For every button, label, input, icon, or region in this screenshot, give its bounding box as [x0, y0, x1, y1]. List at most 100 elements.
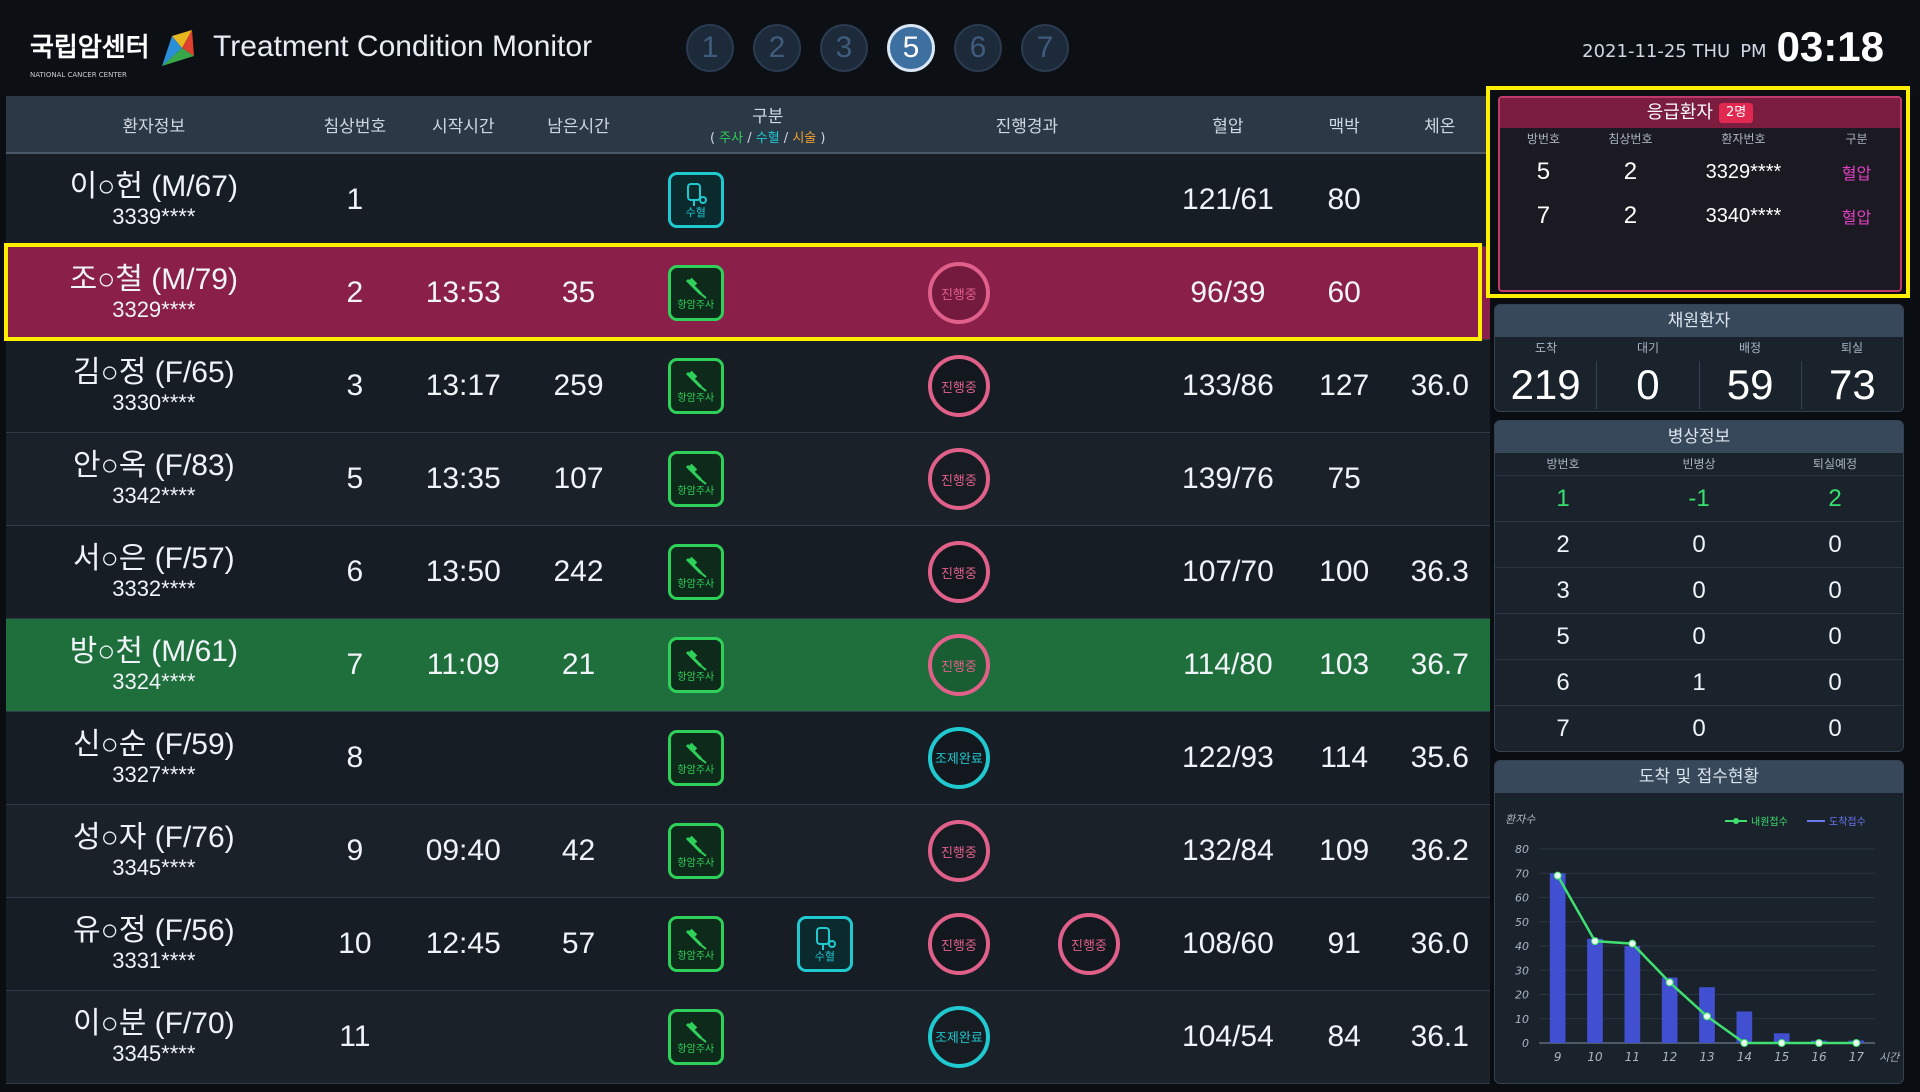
table-row[interactable]: 신○순 (F/59) 3327**** 8 항암주사 조제 완료 122/93 114 35.6 — [6, 712, 1490, 805]
type-cell-1: 수혈 — [639, 172, 753, 228]
page-button-3[interactable]: 3 — [820, 24, 868, 72]
blood-pressure: 132/84 — [1182, 834, 1274, 867]
progress-cell-1: 진행중 — [897, 820, 1021, 882]
table-row[interactable]: 안○옥 (F/83) 3342**** 5 13:35 107 항암주사 진행중 139/76… — [6, 433, 1490, 526]
table-row[interactable]: 이○헌 (M/67) 3339**** 1 수혈 121/61 80 — [6, 154, 1490, 247]
in-progress-badge[interactable]: 진행중 — [927, 913, 990, 975]
syringe-icon[interactable]: 항암주사 — [667, 730, 724, 786]
blood-pressure: 96/39 — [1190, 276, 1266, 309]
y-tick-label: 20 — [1515, 989, 1529, 1002]
progress-cell-2: 진행중 — [1021, 913, 1157, 975]
syringe-icon[interactable]: 항암주사 — [667, 637, 724, 693]
syringe-icon[interactable]: 항암주사 — [667, 1009, 724, 1065]
blood-pressure: 108/60 — [1182, 927, 1274, 960]
in-progress-badge[interactable]: 진행중 — [927, 448, 990, 510]
type-cell-1: 항암주사 — [639, 916, 753, 972]
assigned-count: 59 — [1698, 361, 1801, 409]
line-point — [1591, 937, 1599, 946]
emergency-row[interactable]: 7 2 3340**** 혈압 — [1536, 202, 1872, 229]
blood-pressure: 122/93 — [1182, 741, 1274, 774]
page-button-5[interactable]: 5 — [887, 24, 935, 72]
table-row[interactable]: 조○철 (M/79) 3329**** 2 13:53 35 항암주사 진행중 96/39 60 — [6, 247, 1490, 340]
syringe-icon[interactable]: 항암주사 — [667, 544, 724, 600]
syringe-icon[interactable]: 항암주사 — [667, 358, 724, 414]
y-tick-label: 80 — [1515, 843, 1529, 856]
table-row[interactable]: 이○분 (F/70) 3345**** 11 항암주사 조제 완료 104/54 84 36.1 — [6, 991, 1490, 1084]
bed-cell: 1 — [1692, 668, 1706, 696]
col-bp: 혈압 — [1212, 116, 1244, 137]
page-button-1[interactable]: 1 — [686, 24, 734, 72]
app-title: Treatment Condition Monitor — [213, 30, 593, 63]
prep-done-badge[interactable]: 조제 완료 — [927, 727, 990, 789]
table-row[interactable]: 유○정 (F/56) 3331**** 10 12:45 57 항암주사 수혈 진행중 진행중 1… — [6, 898, 1490, 991]
patient-id: 3339**** — [112, 204, 196, 229]
start-time: 11:09 — [426, 648, 500, 681]
syringe-icon[interactable]: 항암주사 — [667, 265, 724, 321]
bar — [1624, 946, 1641, 1043]
bed-row: 1 -1 2 — [1495, 475, 1903, 521]
remaining-time: 107 — [553, 462, 604, 495]
emergency-panel: 응급환자 2명 방번호 침상번호 환자번호 구분 5 2 3329**** 혈압 7 2 3340… — [1498, 96, 1902, 292]
logo-subtitle: NATIONAL CANCER CENTER — [30, 71, 127, 79]
bed-cell: 5 — [1556, 622, 1570, 650]
page-button-7[interactable]: 7 — [1021, 24, 1069, 72]
x-tick-label: 17 — [1849, 1050, 1865, 1064]
page-button-6[interactable]: 6 — [954, 24, 1002, 72]
bed-info-cols: 방번호 빈병상 퇴실예정 — [1546, 457, 1858, 471]
bed-info-panel: 병상정보 방번호 빈병상 퇴실예정 1 -1 2 2 0 0 3 0 0 5 0 0 6 1 0 7 0 0 — [1494, 420, 1904, 752]
col-type-legend: ( 주사 / 수혈 / 시술 ) — [709, 131, 826, 146]
patient-name: 신○순 (F/59) — [72, 728, 235, 761]
x-tick-label: 12 — [1662, 1050, 1677, 1064]
temperature: 36.0 — [1410, 927, 1469, 960]
page-button-2[interactable]: 2 — [753, 24, 801, 72]
emergency-row[interactable]: 5 2 3329**** 혈압 — [1536, 158, 1872, 185]
in-progress-badge[interactable]: 진행중 — [927, 820, 990, 882]
y-tick-label: 70 — [1515, 867, 1529, 880]
progress-cell-1: 진행중 — [897, 448, 1021, 510]
x-tick-label: 16 — [1811, 1050, 1827, 1064]
temperature: 35.6 — [1410, 741, 1469, 774]
table-row[interactable]: 서○은 (F/57) 3332**** 6 13:50 242 항암주사 진행중 107/70… — [6, 526, 1490, 619]
col-start: 시작시간 — [431, 116, 495, 137]
syringe-icon[interactable]: 항암주사 — [667, 451, 724, 507]
bed-cell: 0 — [1692, 714, 1706, 742]
table-row[interactable]: 성○자 (F/76) 3345**** 9 09:40 42 항암주사 진행중 132/84 1… — [6, 805, 1490, 898]
table-row[interactable]: 방○천 (M/61) 3324**** 7 11:09 21 항암주사 진행중 114/80 1… — [6, 619, 1490, 712]
blood-pressure: 114/80 — [1183, 648, 1273, 681]
in-progress-badge[interactable]: 진행중 — [927, 634, 990, 696]
admission-panel: 채원환자 도착 대기 배정 퇴실 219 0 59 73 — [1494, 304, 1904, 412]
datetime: 2021-11-25 THU PM 03:18 — [1582, 26, 1884, 68]
bed-number: 10 — [338, 927, 372, 960]
bed-number: 1 — [346, 183, 364, 216]
blood-pressure: 104/54 — [1182, 1020, 1274, 1053]
col-type: 구분 ( 주사 / 수혈 / 시술 ) — [639, 102, 897, 146]
blood-bag-icon[interactable]: 수혈 — [796, 916, 853, 972]
table-row[interactable]: 김○정 (F/65) 3330**** 3 13:17 259 항암주사 진행중 133/86… — [6, 340, 1490, 433]
type-cell-1: 항암주사 — [639, 265, 753, 321]
bed-info-rows: 1 -1 2 2 0 0 3 0 0 5 0 0 6 1 0 7 0 0 — [1495, 475, 1903, 751]
blood-pressure: 107/70 — [1182, 555, 1274, 588]
prep-done-badge[interactable]: 조제 완료 — [927, 1006, 990, 1068]
blood-bag-icon[interactable]: 수혈 — [667, 172, 724, 228]
patient-id: 3345**** — [112, 855, 196, 880]
patient-info: 방○천 (M/61) 3324**** — [6, 635, 302, 695]
in-progress-badge[interactable]: 진행중 — [1057, 913, 1120, 975]
in-progress-badge[interactable]: 진행중 — [927, 262, 990, 324]
line-point — [1852, 1039, 1861, 1047]
bed-number: 9 — [346, 834, 364, 867]
syringe-icon[interactable]: 항암주사 — [667, 823, 724, 879]
temperature: 36.0 — [1410, 369, 1469, 402]
blood-pressure: 133/86 — [1182, 369, 1274, 402]
patient-name: 유○정 (F/56) — [72, 914, 235, 947]
x-tick-label: 15 — [1774, 1050, 1789, 1064]
am-pm: PM — [1740, 41, 1767, 62]
bar — [1549, 873, 1566, 1043]
bar — [1736, 1011, 1753, 1043]
line-point — [1703, 1012, 1711, 1021]
col-progress: 진행경과 — [995, 116, 1059, 137]
syringe-icon[interactable]: 항암주사 — [667, 916, 724, 972]
in-progress-badge[interactable]: 진행중 — [927, 541, 990, 603]
patient-id: 3332**** — [112, 576, 196, 601]
in-progress-badge[interactable]: 진행중 — [927, 355, 990, 417]
bed-cell: 2 — [1556, 530, 1570, 558]
